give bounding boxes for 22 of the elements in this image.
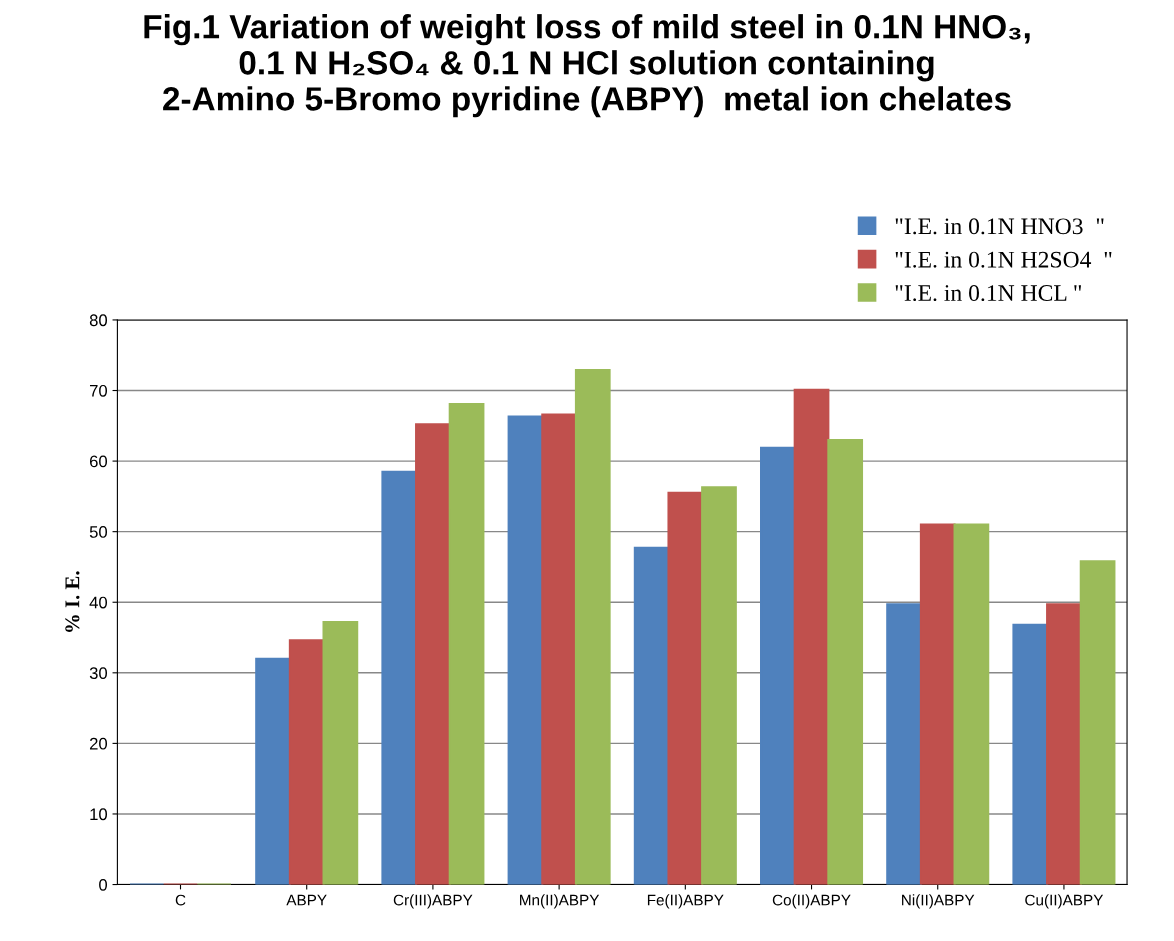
y-tick-label: 50 (89, 526, 108, 538)
x-tick-label: Cu(II)ABPY (1025, 894, 1104, 909)
y-tick-label: 30 (89, 667, 108, 680)
legend-label: "I.E. in 0.1N H2SO4 " (895, 251, 1112, 268)
y-tick-label: 40 (89, 596, 108, 609)
y-tick-label: 60 (89, 455, 108, 468)
x-tick-label: ABPY (286, 894, 327, 906)
y-tick-label: 70 (90, 384, 108, 397)
y-tick-label: 20 (89, 737, 108, 750)
x-tick-label: Ni(II)ABPY (902, 894, 975, 909)
y-tick-label: 10 (90, 808, 108, 821)
x-tick-label: Fe(II)ABPY (647, 894, 724, 909)
x-tick-label: C (175, 894, 186, 906)
x-tick-label: Cr(III)ABPY (393, 894, 473, 909)
y-axis-title: % I. E. (65, 571, 80, 632)
y-tick-label: 0 (99, 878, 108, 891)
x-tick-label: Co(II)ABPY (772, 894, 851, 909)
x-tick-label: Mn(II)ABPY (520, 894, 600, 909)
y-tick-label: 80 (89, 314, 108, 327)
legend-label: "I.E. in 0.1N HCL " (895, 285, 1081, 302)
legend-label: "I.E. in 0.1N HNO3 " (895, 218, 1104, 235)
chart-title: Fig.1 Variation of weight loss of mild steel in 0.1N HNO₃, 0.1 N H₂SO₄ & 0.1 N HCl solution containing 2-Amino 5-Bromo pyridine (ABPY) metal ion chelates (144, 14, 1030, 118)
